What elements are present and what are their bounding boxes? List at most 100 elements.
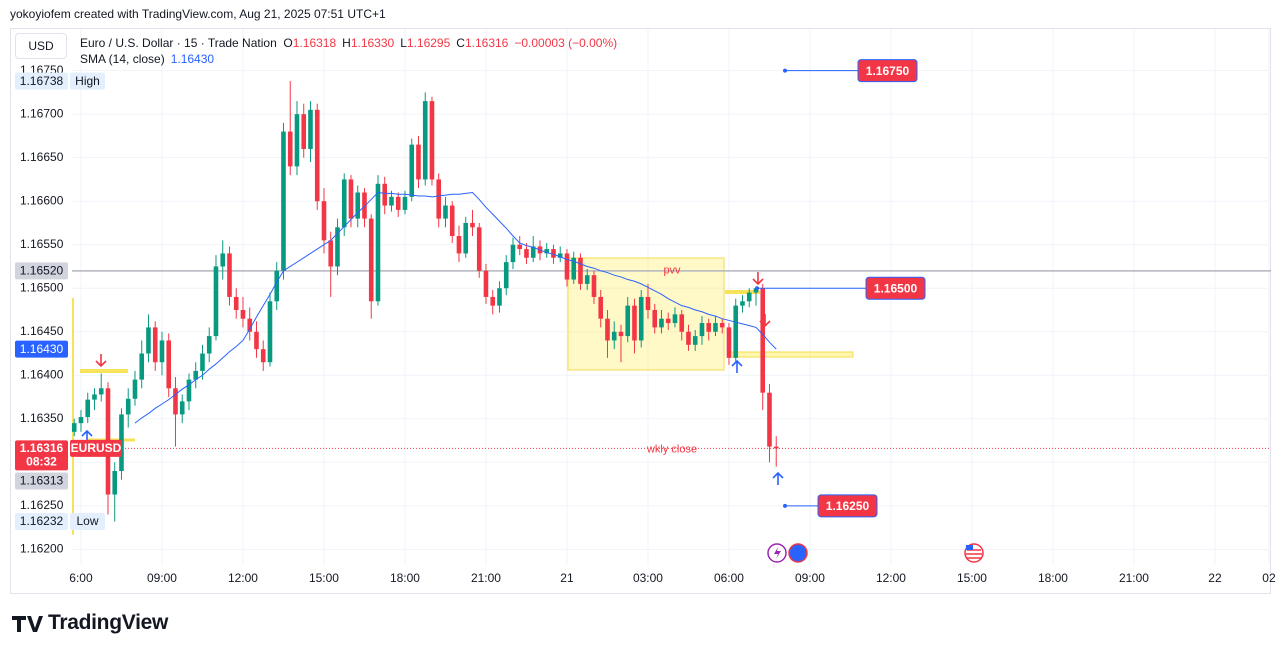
candle-body xyxy=(71,423,77,432)
field-name: O xyxy=(283,36,293,50)
level-anchor xyxy=(783,503,787,508)
candle-body xyxy=(395,196,401,210)
y-tick-label: 1.16600 xyxy=(20,193,64,207)
candle-body xyxy=(132,379,138,399)
x-tick-label: 12:00 xyxy=(228,571,258,585)
candle-body xyxy=(321,201,327,241)
candle-body xyxy=(416,144,421,180)
currency-button[interactable]: USD xyxy=(15,33,67,59)
price-badge-label: 1.16520 xyxy=(20,263,64,277)
candle-body xyxy=(112,471,118,495)
price-badge xyxy=(15,472,68,490)
legend-ohlc: Euro / U.S. Dollar · 15 · Trade Nation O… xyxy=(80,35,623,51)
candle-body xyxy=(510,244,516,263)
candle-body xyxy=(699,323,705,337)
candle-body xyxy=(294,114,300,167)
price-badge-label: 1.16232 xyxy=(20,514,64,528)
candle-body xyxy=(578,257,583,284)
level-label: 1.16750 xyxy=(866,64,910,78)
candle-body xyxy=(355,192,361,219)
event-icon[interactable] xyxy=(788,543,808,563)
candle-body xyxy=(186,379,192,402)
level-label: 1.16250 xyxy=(826,499,870,513)
candle-body xyxy=(611,331,617,341)
candle-body xyxy=(247,318,253,332)
candle-body xyxy=(740,301,745,306)
price-badge xyxy=(15,72,68,90)
down-arrow xyxy=(95,354,107,368)
field-value: 1.16295 xyxy=(406,36,451,50)
candle-body xyxy=(753,288,759,293)
field-value: 1.16330 xyxy=(350,36,395,50)
candle-body xyxy=(220,253,226,267)
candle-body xyxy=(368,218,374,302)
price-badge-label: 1.16316 xyxy=(20,441,64,455)
candle-body xyxy=(389,196,394,206)
x-tick-label: 18:00 xyxy=(390,571,420,585)
candle-body xyxy=(564,253,570,280)
candle-body xyxy=(409,144,415,197)
candle-body xyxy=(240,309,246,319)
candle-body xyxy=(686,331,691,345)
field-value: 1.16318 xyxy=(292,36,337,50)
candle-body xyxy=(436,179,442,219)
candle-body xyxy=(233,296,239,310)
candle-body xyxy=(429,101,435,180)
candle-body xyxy=(517,244,523,250)
candle-body xyxy=(706,323,712,332)
candle-body xyxy=(591,275,597,297)
level-label: 1.16500 xyxy=(874,281,918,295)
price-badge-label: 1.16430 xyxy=(20,342,64,356)
candle-body xyxy=(314,109,320,202)
x-tick-label: 02 xyxy=(1262,571,1276,585)
signal-arrows xyxy=(81,272,784,485)
x-tick-label: 22 xyxy=(1208,571,1222,585)
candle-body xyxy=(625,305,631,337)
up-arrow xyxy=(772,471,784,485)
candle-body xyxy=(287,131,293,167)
candle-body xyxy=(166,340,172,389)
level-badge xyxy=(865,276,926,300)
candle-body xyxy=(375,183,381,302)
candle-body xyxy=(726,327,732,358)
sma-line xyxy=(134,191,777,424)
price-badge xyxy=(15,262,68,280)
price-badge-label: 1.16313 xyxy=(20,474,64,488)
candle-body xyxy=(760,288,766,393)
field-value: 1.16316 xyxy=(464,36,509,50)
brand: TradingView xyxy=(48,611,169,634)
candle-body xyxy=(497,288,502,306)
x-tick-label: 21 xyxy=(560,571,574,585)
x-tick-label: 18:00 xyxy=(1038,571,1068,585)
field-name: C xyxy=(456,36,465,50)
legend-indicator: SMA (14, close) 1.16430 xyxy=(80,51,623,67)
candle-body xyxy=(152,327,158,363)
candle-body xyxy=(449,205,455,237)
candle-body xyxy=(665,318,671,324)
candle-body xyxy=(85,399,91,418)
candle-body xyxy=(206,336,212,354)
event-icon-glyph xyxy=(774,547,781,559)
candle-body xyxy=(422,101,428,180)
candle-body xyxy=(382,183,388,206)
candle-body xyxy=(476,227,482,271)
candle-body xyxy=(733,305,739,358)
candle-body xyxy=(328,240,334,267)
flag-canton xyxy=(966,545,973,550)
candle-body xyxy=(773,446,779,449)
candle-body xyxy=(557,253,563,258)
x-tick-label: 06:00 xyxy=(714,571,744,585)
price-badge-tag xyxy=(70,72,105,90)
symbol: Euro / U.S. Dollar · 15 · Trade Nation xyxy=(80,36,277,50)
candle-body xyxy=(524,249,529,258)
x-tick-label: 09:00 xyxy=(795,571,825,585)
y-tick-label: 1.16700 xyxy=(20,106,64,120)
x-tick-label: 03:00 xyxy=(633,571,663,585)
candle-body xyxy=(470,222,475,228)
candle-body xyxy=(193,370,199,380)
field-name: H xyxy=(342,36,351,50)
zone-box xyxy=(727,351,854,358)
candle-body xyxy=(463,222,469,254)
level-anchor xyxy=(783,68,787,73)
